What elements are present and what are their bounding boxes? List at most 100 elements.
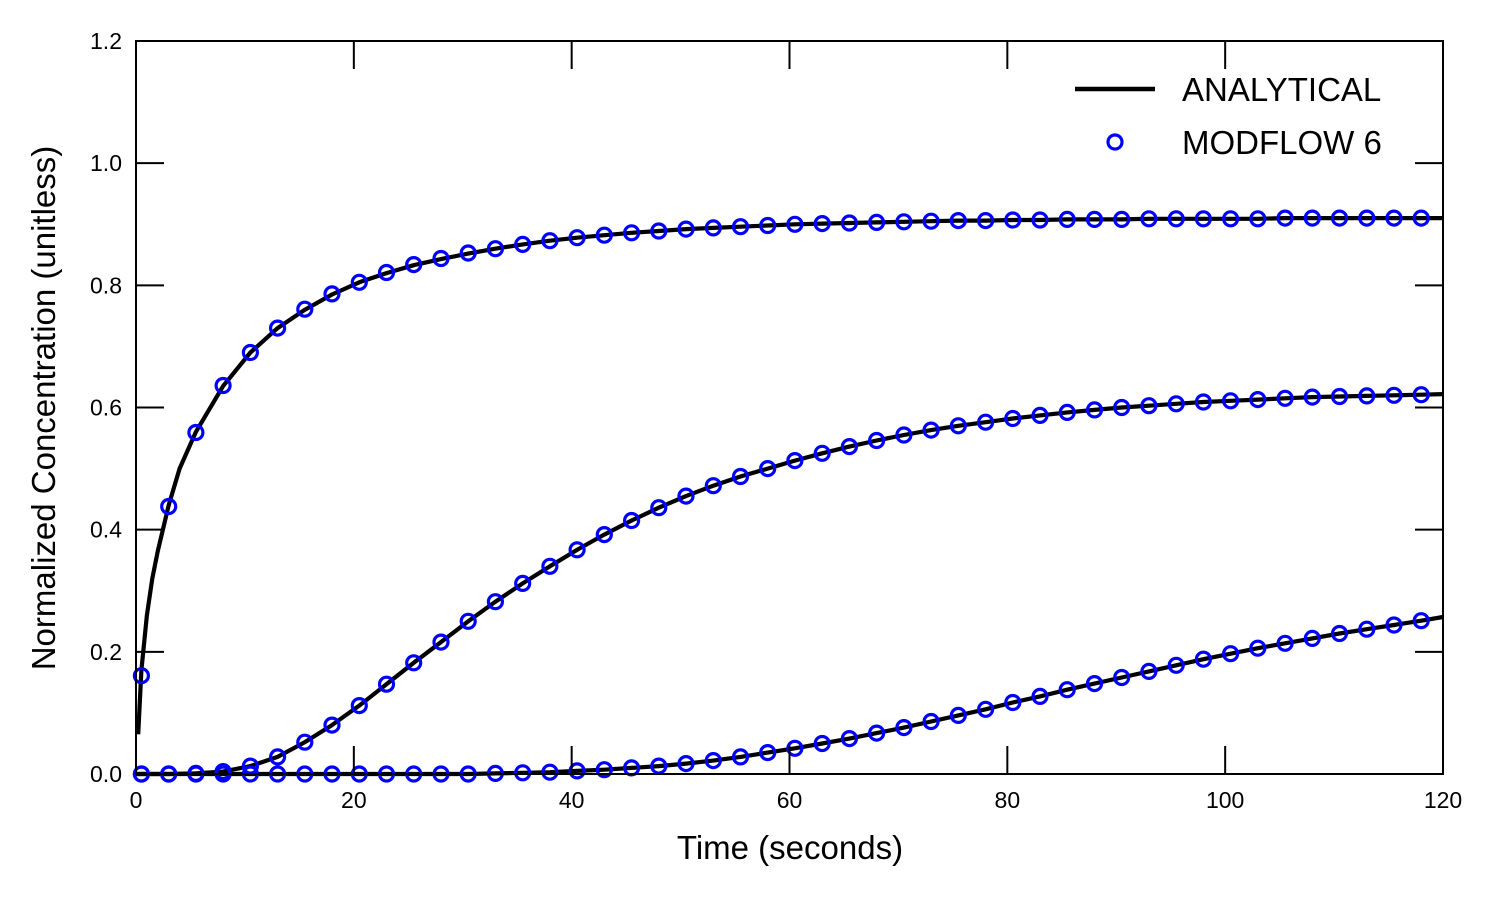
modflow-point-1-43	[1276, 209, 1294, 227]
modflow-point-3-24	[759, 743, 777, 762]
modflow-point-1-20	[650, 222, 668, 240]
modflow-point-2-30	[922, 421, 940, 439]
modflow-point-3-37	[1113, 668, 1131, 687]
modflow-point-3-46	[1358, 620, 1376, 638]
x-axis-title: Time (seconds)	[677, 829, 903, 866]
modflow-point-2-29	[895, 426, 913, 444]
modflow-point-1-23	[731, 218, 750, 236]
modflow-point-1-48	[1412, 209, 1430, 227]
modflow-point-2-41	[1221, 392, 1240, 410]
modflow-point-2-17	[568, 541, 586, 559]
modflow-series	[132, 209, 1430, 783]
modflow-point-1-18	[595, 226, 613, 244]
modflow-point-1-11	[405, 256, 423, 274]
modflow-point-1-44	[1303, 209, 1321, 227]
modflow-point-3-31	[949, 706, 967, 725]
modflow-point-1-14	[486, 240, 504, 258]
modflow-point-1-29	[895, 213, 913, 231]
y-tick-label-5: 1.0	[90, 150, 122, 176]
modflow-point-1-10	[377, 263, 396, 282]
modflow-point-3-33	[1004, 693, 1022, 712]
x-tick-label-4: 80	[995, 787, 1021, 813]
modflow-point-1-45	[1330, 209, 1349, 227]
modflow-point-3-36	[1085, 674, 1104, 693]
modflow-point-3-29	[895, 718, 913, 737]
modflow-point-2-19	[622, 511, 641, 530]
modflow-point-3-38	[1140, 662, 1158, 681]
x-tick-label-6: 120	[1424, 787, 1462, 813]
modflow-point-2-14	[486, 593, 504, 611]
modflow-point-2-23	[731, 467, 750, 486]
y-tick-label-4: 0.8	[90, 272, 122, 298]
axes	[135, 40, 1444, 775]
modflow-point-1-30	[922, 212, 940, 230]
legend-label-analytical: ANALYTICAL	[1182, 71, 1381, 108]
modflow-point-3-44	[1303, 629, 1321, 648]
modflow-point-1-15	[514, 235, 532, 253]
modflow-point-1-17	[568, 229, 586, 247]
x-tick-label-5: 100	[1206, 787, 1244, 813]
y-tick-label-3: 0.6	[90, 395, 122, 421]
modflow-point-3-32	[976, 700, 995, 718]
modflow-point-2-44	[1303, 388, 1321, 406]
modflow-point-2-48	[1412, 386, 1430, 404]
modflow-point-1-40	[1194, 210, 1213, 228]
modflow-point-1-1	[132, 667, 150, 685]
modflow-point-1-26	[813, 215, 831, 233]
modflow-point-1-28	[867, 213, 886, 231]
modflow-point-3-43	[1276, 634, 1294, 652]
analytical-series	[136, 216, 1444, 777]
modflow-point-1-5	[241, 343, 259, 362]
modflow-point-2-35	[1058, 403, 1076, 421]
modflow-point-3-42	[1249, 639, 1267, 657]
modflow-point-1-47	[1385, 209, 1403, 227]
modflow-point-2-15	[514, 574, 532, 593]
modflow-point-2-11	[405, 654, 423, 672]
y-axis-title: Normalized Concentration (unitless)	[25, 146, 62, 671]
modflow-point-3-27	[840, 729, 859, 748]
modflow-point-1-39	[1167, 210, 1185, 228]
modflow-point-1-38	[1140, 210, 1158, 228]
modflow-point-1-19	[622, 224, 641, 242]
modflow-point-2-39	[1167, 395, 1185, 413]
modflow-point-3-26	[813, 734, 831, 753]
modflow-point-2-40	[1194, 393, 1213, 411]
modflow-point-3-41	[1221, 645, 1240, 663]
modflow-point-1-6	[269, 319, 287, 337]
modflow-point-3-22	[704, 751, 722, 770]
modflow-point-1-32	[976, 212, 995, 230]
y-tick-label-1: 0.2	[90, 639, 122, 665]
modflow-point-2-46	[1358, 387, 1376, 405]
x-tick-label-0: 0	[130, 787, 143, 813]
modflow-point-2-32	[976, 413, 995, 431]
modflow-point-3-40	[1194, 650, 1213, 668]
modflow-point-2-33	[1004, 409, 1022, 428]
modflow-point-2-20	[650, 499, 668, 517]
modflow-point-1-3	[187, 423, 205, 442]
legend: ANALYTICAL MODFLOW 6	[1075, 71, 1382, 161]
modflow-point-2-9	[350, 696, 368, 715]
modflow-point-2-7	[296, 733, 314, 751]
modflow-point-2-31	[949, 417, 967, 435]
modflow-point-1-35	[1058, 210, 1076, 228]
modflow-point-2-26	[813, 444, 831, 462]
modflow-point-3-35	[1058, 681, 1076, 699]
modflow-point-3-45	[1330, 624, 1349, 643]
modflow-point-1-37	[1113, 210, 1131, 228]
modflow-point-3-16	[541, 763, 559, 781]
modflow-point-3-47	[1385, 616, 1403, 634]
modflow-point-1-33	[1004, 211, 1022, 229]
x-tick-label-3: 60	[777, 787, 803, 813]
legend-label-modflow: MODFLOW 6	[1182, 124, 1382, 161]
modflow-point-3-21	[677, 754, 695, 773]
modflow-point-2-12	[432, 633, 450, 651]
modflow-point-3-30	[922, 712, 940, 731]
modflow-point-1-21	[677, 220, 695, 238]
modflow-point-3-34	[1031, 687, 1049, 706]
modflow-point-1-36	[1085, 210, 1104, 228]
modflow-point-1-41	[1221, 210, 1240, 228]
tick-labels: 0 20 40 60 80 100 120 0.0 0.2 0.4 0.6 0.8 1.0 1.2	[90, 28, 1462, 813]
modflow-point-1-12	[432, 249, 450, 268]
y-tick-label-2: 0.4	[90, 517, 122, 543]
